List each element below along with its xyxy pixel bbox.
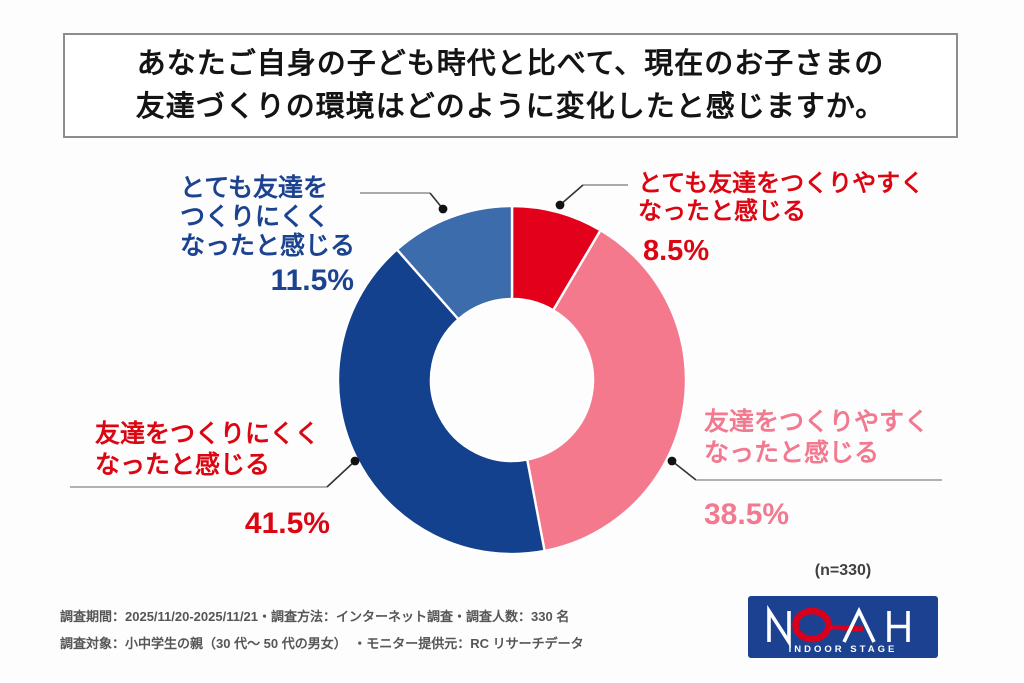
pie-label-percent: 11.5% [270,264,354,297]
pie-label-percent: 41.5% [244,507,330,540]
logo-tagline: INDOOR STAGE [789,644,898,655]
pie-label-text: とても友達をつくりやすく [638,170,925,197]
logo-letter-n [767,604,791,649]
pie-label-hard: 友達をつくりにくく なったと感じる 41.5% [95,419,330,541]
pie-label-text: つくりにくく [180,203,330,231]
pie-label-text: なったと感じる [95,451,271,479]
pie-label-text: 友達をつくりやすく [704,408,930,436]
pie-label-text: なったと感じる [704,439,880,467]
pie-label-very-easy: とても友達をつくりやすく なったと感じる 8.5% [638,170,924,268]
title-box: あなたご自身の子ども時代と比べて、現在のお子さまの 友達づくりの環境はどのように… [63,33,958,138]
sample-size-note: (n=330) [814,562,872,579]
survey-metadata: 調査期間：2025/11/20-2025/11/21・調査方法：インターネット調… [60,603,584,657]
page-title-line1: あなたご自身の子ども時代と比べて、現在のお子さまの [136,47,885,80]
pie-slice [525,229,688,553]
pie-label-easy: 友達をつくりやすく なったと感じる 38.5% [704,407,929,532]
pie-label-percent: 8.5% [643,235,710,267]
pie-label-text: なったと感じる [638,198,806,225]
pie-label-very-hard: とても友達を つくりにくく なったと感じる 11.5% [180,174,356,298]
noah-logo: INDOOR STAGE [748,596,938,658]
survey-metadata-line1: 調査期間：2025/11/20-2025/11/21・調査方法：インターネット調… [60,609,570,624]
logo-letter-a [842,606,876,643]
pie-label-text: 友達をつくりにくく [95,420,320,448]
logo-letter-h [887,611,910,642]
pie-slice [395,204,514,321]
donut-chart [336,204,688,556]
pie-label-percent: 38.5% [704,498,790,531]
pie-slice [336,248,546,556]
page-title-line2: 友達づくりの環境はどのように変化したと感じますか。 [135,90,886,123]
pie-label-text: なったと感じる [180,232,356,260]
pie-label-text: とても友達を [180,174,329,202]
survey-metadata-line2: 調査対象：小中学生の親（30 代〜 50 代の男女） ・モニター提供元：RC リ… [60,636,584,651]
logo-racket-handle [826,624,864,632]
